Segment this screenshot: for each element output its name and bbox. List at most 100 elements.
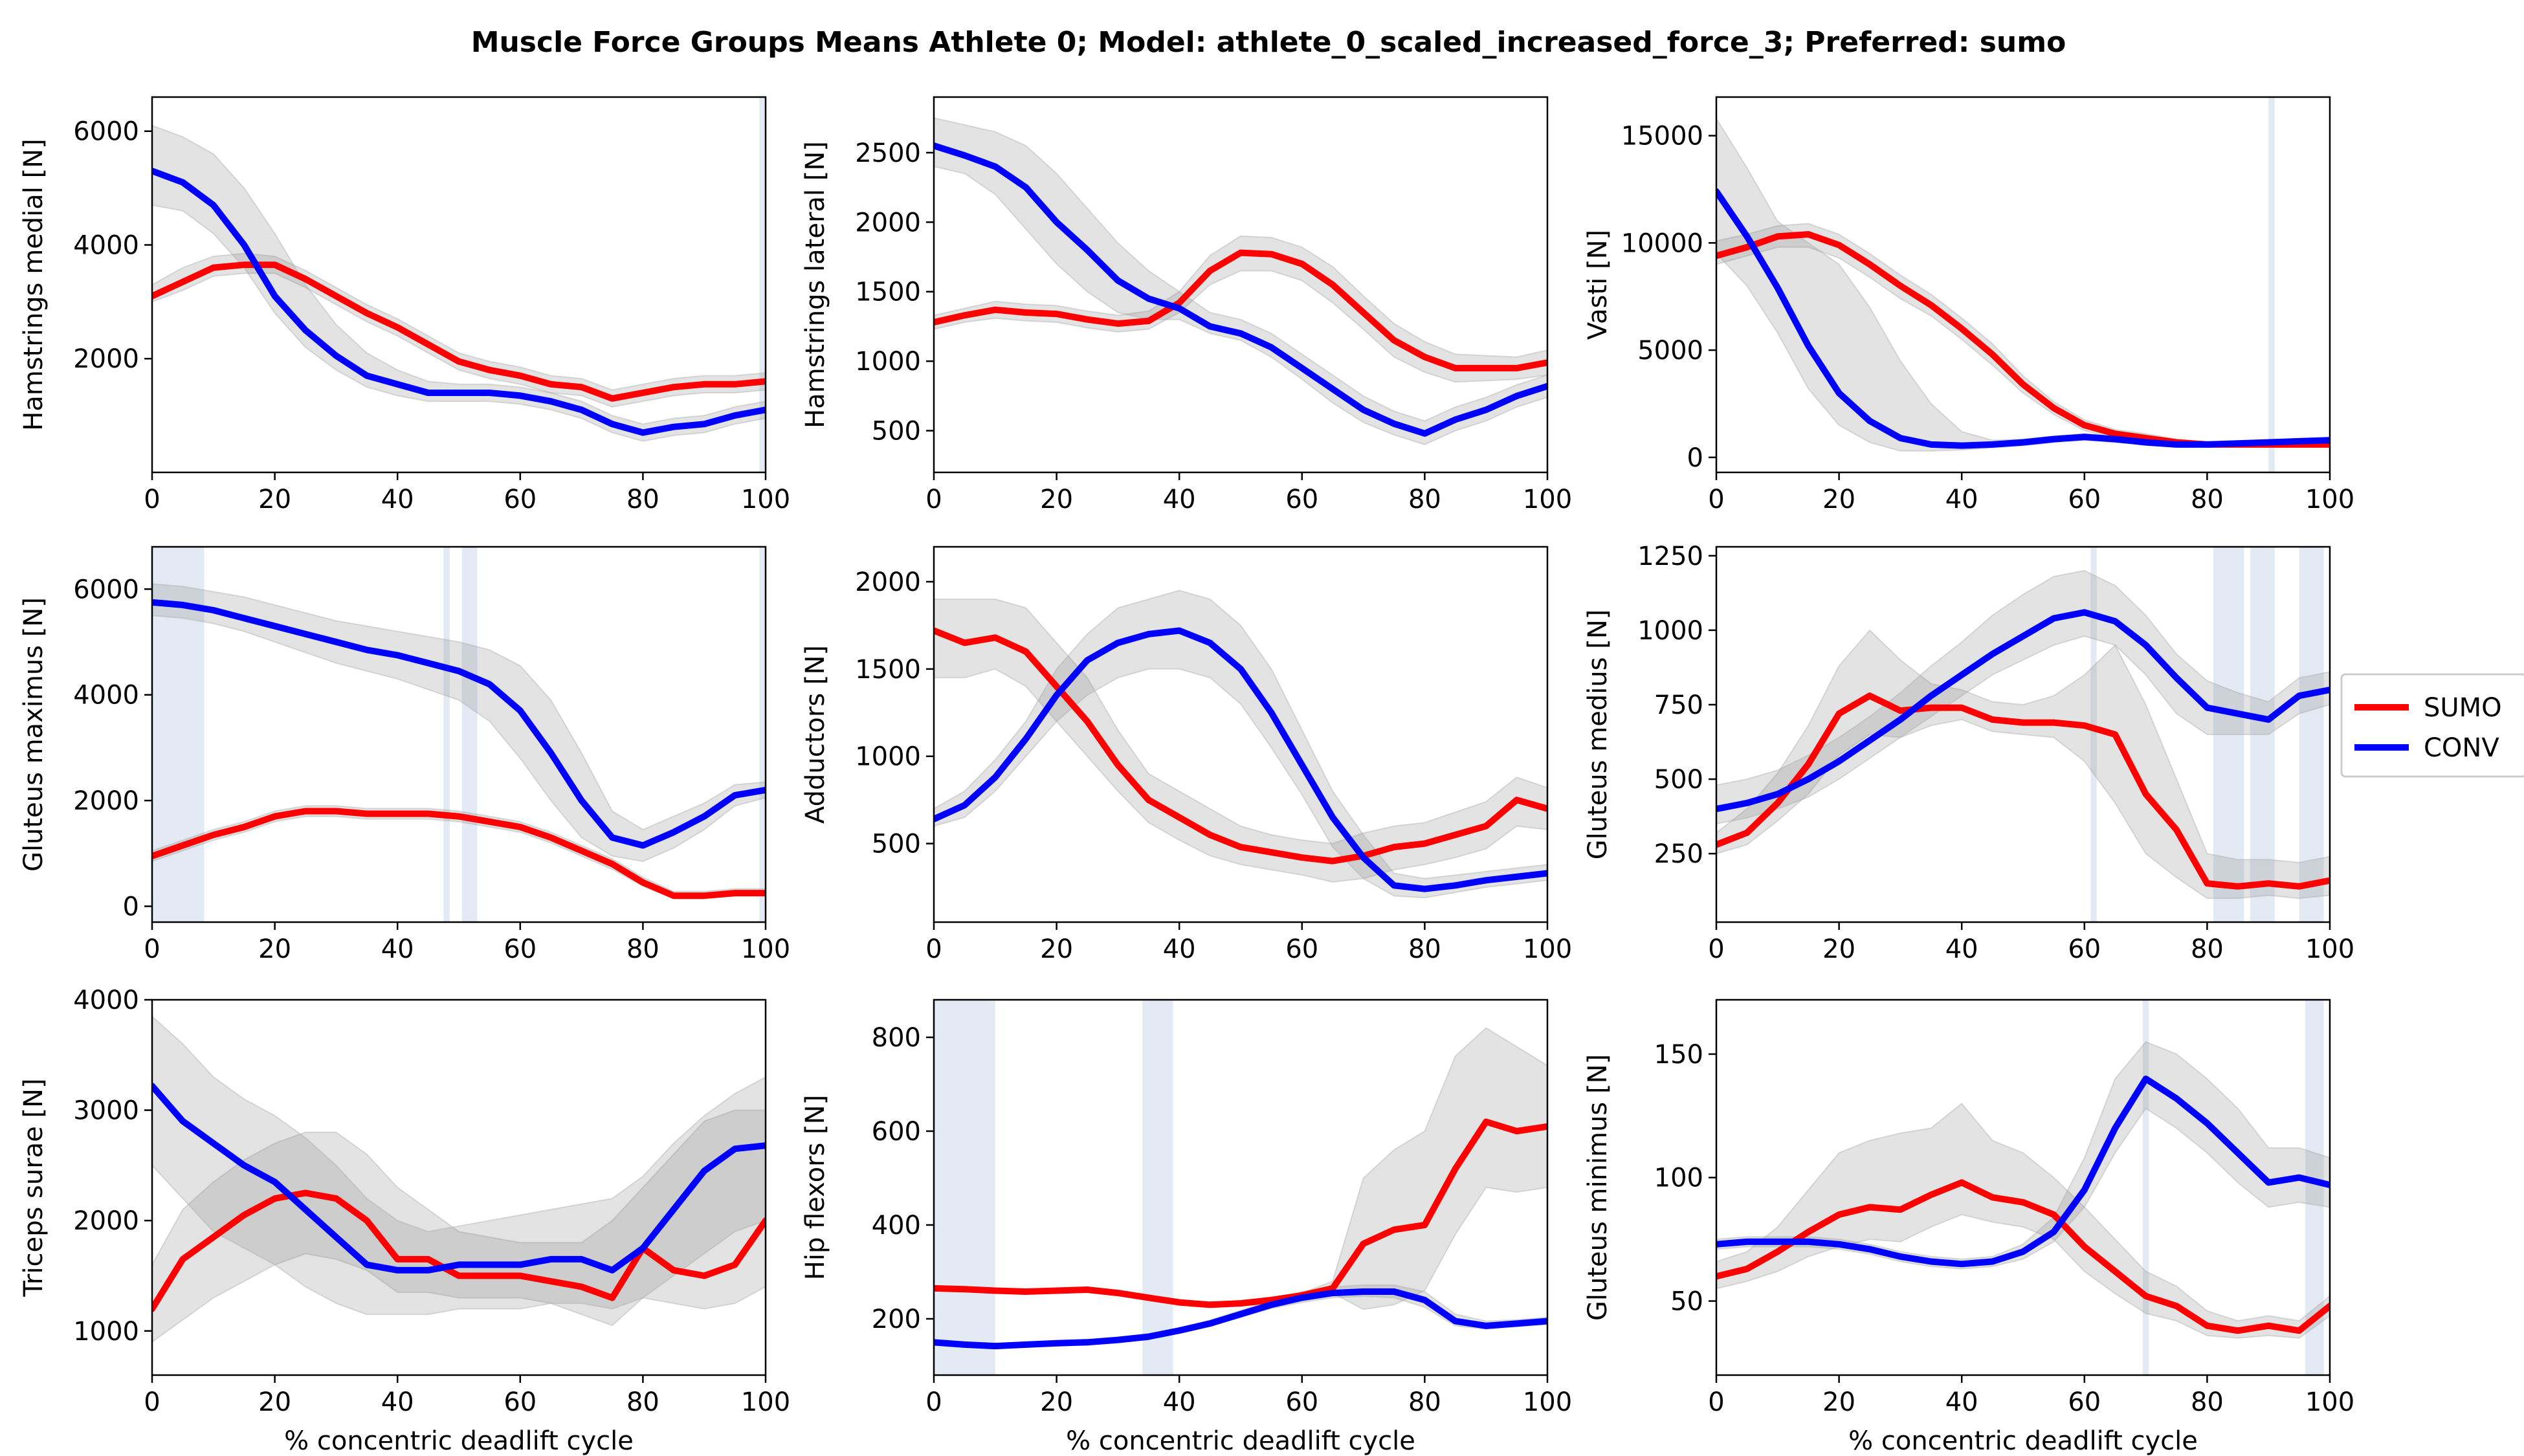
y-tick-label: 5000 bbox=[1637, 336, 1703, 366]
y-tick-label: 2000 bbox=[73, 786, 139, 816]
x-axis-label: % concentric deadlift cycle bbox=[1066, 1426, 1415, 1456]
x-tick-label: 0 bbox=[1708, 934, 1724, 964]
y-tick-label: 15000 bbox=[1621, 122, 1703, 151]
y-tick-label: 1250 bbox=[1637, 542, 1703, 571]
x-tick-label: 40 bbox=[1945, 934, 1978, 964]
panel-6: 0 20 40 60 80 100 1000 2000 3000 4000 Triceps sura… bbox=[19, 986, 790, 1456]
series-line-conv bbox=[934, 627, 1547, 892]
y-tick-label: 600 bbox=[872, 1117, 921, 1147]
y-tick-label: 1000 bbox=[1637, 616, 1703, 646]
figure-title: Muscle Force Groups Means Athlete 0; Mod… bbox=[471, 26, 2066, 59]
x-tick-label: 0 bbox=[1708, 485, 1724, 514]
x-tick-label: 0 bbox=[925, 1387, 942, 1417]
axes-frame bbox=[933, 96, 1549, 474]
axes-frame bbox=[151, 546, 767, 923]
plot-area bbox=[152, 97, 766, 472]
series-line-sumo bbox=[934, 249, 1547, 371]
y-tick-label: 2500 bbox=[855, 138, 921, 168]
x-tick-label: 40 bbox=[381, 485, 414, 514]
y-tick-label: 2000 bbox=[73, 1206, 139, 1236]
y-tick-label: 6000 bbox=[73, 117, 139, 147]
band-conv bbox=[934, 117, 1547, 446]
x-tick-label: 100 bbox=[741, 485, 790, 514]
x-tick-label: 100 bbox=[2305, 485, 2354, 514]
axes-frame bbox=[1715, 546, 2331, 923]
band-sumo bbox=[152, 1109, 766, 1343]
x-tick-label: 60 bbox=[504, 1387, 537, 1417]
y-tick-label: 10000 bbox=[1621, 228, 1703, 258]
series-line-sumo bbox=[934, 627, 1547, 865]
y-axis-label: Vasti [N] bbox=[1583, 230, 1613, 340]
highlight-band bbox=[1142, 1000, 1173, 1375]
panel-5: 0 20 40 60 80 100 250 500 750 1000 1250 Gluteus med… bbox=[1583, 542, 2354, 964]
highlight-band bbox=[2268, 97, 2275, 472]
x-tick-label: 80 bbox=[1408, 485, 1441, 514]
y-tick-label: 750 bbox=[1654, 690, 1703, 720]
plot-area bbox=[152, 1015, 766, 1343]
x-tick-label: 60 bbox=[504, 934, 537, 964]
highlight-band bbox=[461, 547, 478, 922]
highlight-band bbox=[2090, 547, 2097, 922]
y-axis-label: Hamstrings lateral [N] bbox=[801, 141, 830, 428]
x-tick-label: 100 bbox=[2305, 934, 2354, 964]
band-sumo bbox=[934, 598, 1547, 883]
axes-frame bbox=[1715, 96, 2331, 474]
x-tick-label: 60 bbox=[2068, 934, 2101, 964]
panel-8: 0 20 40 60 80 100 50 100 150 Gluteus minimus [N]%… bbox=[1583, 998, 2354, 1456]
axes-frame bbox=[933, 998, 1549, 1376]
plot-area bbox=[934, 1000, 1547, 1375]
x-tick-label: 80 bbox=[626, 934, 659, 964]
x-tick-label: 0 bbox=[144, 934, 160, 964]
y-axis-label: Gluteus medius [N] bbox=[1583, 610, 1613, 860]
axes-frame bbox=[151, 998, 767, 1376]
band-conv bbox=[1716, 117, 2330, 452]
band-conv bbox=[152, 124, 766, 442]
plot-area bbox=[934, 590, 1547, 899]
x-axis-label: % concentric deadlift cycle bbox=[1848, 1426, 2198, 1456]
legend-label-sumo: SUMO bbox=[2424, 693, 2502, 723]
y-tick-label: 1500 bbox=[855, 278, 921, 307]
x-tick-label: 40 bbox=[1945, 1387, 1978, 1417]
legend-label-conv: CONV bbox=[2424, 733, 2499, 763]
y-axis-label: Gluteus minimus [N] bbox=[1583, 1054, 1613, 1321]
y-tick-label: 0 bbox=[123, 892, 139, 921]
y-axis-label: Gluteus maximus [N] bbox=[19, 597, 49, 872]
y-tick-label: 2000 bbox=[73, 344, 139, 374]
y-tick-label: 1000 bbox=[855, 347, 921, 377]
highlight-band bbox=[443, 547, 450, 922]
x-tick-label: 0 bbox=[144, 1387, 160, 1417]
x-tick-label: 60 bbox=[504, 485, 537, 514]
plot-area bbox=[934, 117, 1547, 446]
axes-frame bbox=[151, 96, 767, 474]
x-tick-label: 20 bbox=[258, 485, 291, 514]
y-tick-label: 0 bbox=[1687, 443, 1703, 473]
series-line-sumo bbox=[934, 1118, 1547, 1308]
panel-4: 0 20 40 60 80 100 500 1000 1500 2000 Adductors [N] bbox=[801, 546, 1572, 964]
x-tick-label: 40 bbox=[381, 934, 414, 964]
y-axis-label: Triceps surae [N] bbox=[19, 1078, 49, 1297]
series-line-conv bbox=[1716, 1075, 2330, 1268]
highlight-band bbox=[2299, 547, 2324, 922]
y-tick-label: 2000 bbox=[855, 208, 921, 237]
x-tick-label: 100 bbox=[2305, 1387, 2354, 1417]
x-tick-label: 80 bbox=[2191, 934, 2224, 964]
series-line-conv bbox=[152, 168, 766, 436]
y-tick-label: 150 bbox=[1654, 1040, 1703, 1070]
series-line-conv bbox=[934, 142, 1547, 437]
panel-7: 0 20 40 60 80 100 200 400 600 800 Hip flexors [N]%… bbox=[801, 998, 1572, 1456]
x-tick-label: 60 bbox=[2068, 1387, 2101, 1417]
band-conv bbox=[152, 1015, 766, 1316]
x-tick-label: 20 bbox=[1822, 1387, 1855, 1417]
y-tick-label: 400 bbox=[872, 1211, 921, 1241]
y-tick-label: 200 bbox=[872, 1305, 921, 1334]
panel-3: 0 20 40 60 80 100 0 2000 4000 6000 Gluteus maximus… bbox=[19, 546, 790, 964]
x-tick-label: 0 bbox=[144, 485, 160, 514]
legend-frame bbox=[2340, 673, 2524, 778]
x-tick-label: 20 bbox=[1040, 1387, 1073, 1417]
y-tick-label: 1500 bbox=[855, 655, 921, 685]
x-tick-label: 40 bbox=[1945, 485, 1978, 514]
y-tick-label: 4000 bbox=[73, 230, 139, 260]
plot-area bbox=[1716, 97, 2330, 472]
x-tick-label: 40 bbox=[381, 1387, 414, 1417]
